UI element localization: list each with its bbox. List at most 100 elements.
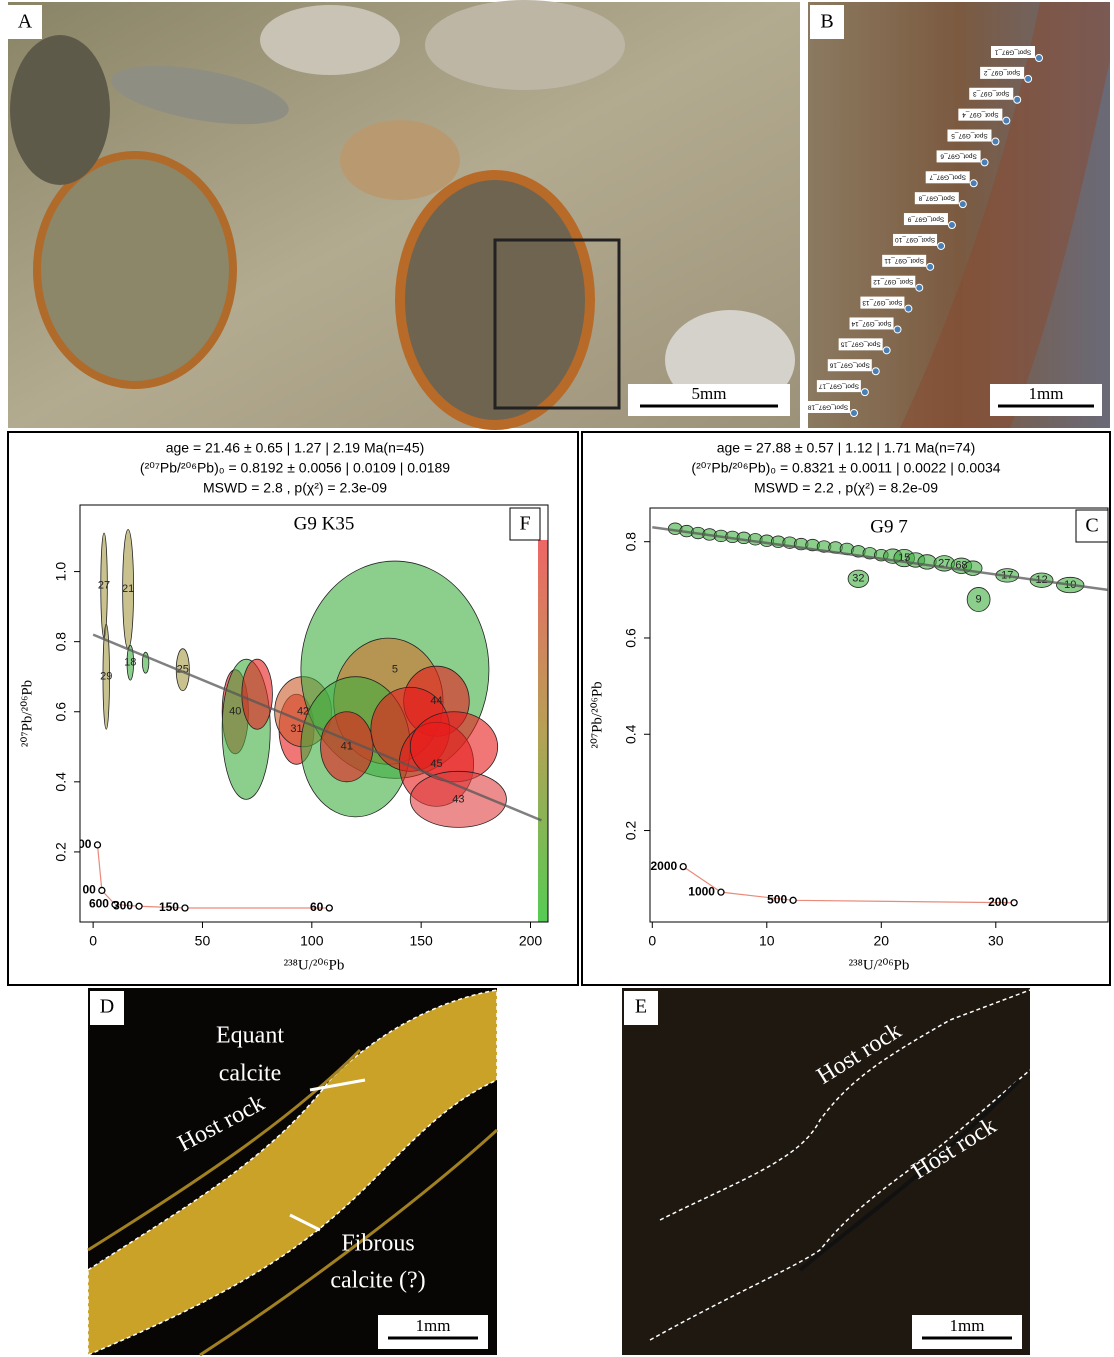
spot-box <box>980 66 1025 79</box>
photo-e <box>622 988 1031 1355</box>
chart-subtitle: (²⁰⁷Pb/²⁰⁶Pb)₀ = 0.8321 ± 0.0011 | 0.002… <box>691 460 1000 476</box>
chart-subtitle: age = 21.46 ± 0.65 | 1.27 | 2.19 Ma(n=45… <box>166 440 425 456</box>
spot-box <box>936 150 981 163</box>
y-tick-label: 0.8 <box>623 532 639 552</box>
scale-bar-label: 1mm <box>950 1316 985 1335</box>
photo-a <box>8 0 800 430</box>
spot-box <box>827 359 872 372</box>
spot-label: Spot_G97_11 <box>884 257 924 264</box>
spot-marker <box>958 200 967 209</box>
photo-b <box>808 2 1110 428</box>
concordia-age <box>717 888 725 896</box>
spot-marker <box>991 137 1000 146</box>
spot-label: Spot_G97_8 <box>918 194 955 201</box>
point-label: 32 <box>852 573 864 585</box>
x-tick-label: 30 <box>988 933 1004 949</box>
chart-title: G9 K35 <box>294 513 355 534</box>
spot-box <box>969 87 1014 100</box>
spot-marker <box>1013 95 1022 104</box>
spot-marker <box>980 158 989 167</box>
spot-marker <box>915 283 924 292</box>
concordia-age-label: 60 <box>310 900 324 914</box>
concordia-age <box>111 900 119 909</box>
x-tick-label: 0 <box>89 933 97 949</box>
regression-line <box>652 526 1108 592</box>
point-label: 43 <box>452 793 464 805</box>
spot-box <box>914 192 959 205</box>
concordia-age <box>98 886 106 895</box>
point-label: 27 <box>98 580 110 592</box>
spot-label: Spot_G97_6 <box>940 153 977 160</box>
panel-label: E <box>635 996 647 1018</box>
panel-label: F <box>519 513 530 535</box>
plot-frame <box>79 504 549 923</box>
concordia-age-label: 00 <box>78 837 92 851</box>
chart-subtitle: age = 27.88 ± 0.57 | 1.12 | 1.71 Ma(n=74… <box>717 440 976 456</box>
spot-marker <box>1002 116 1011 125</box>
panel-frame <box>7 431 579 986</box>
concordia-age <box>135 902 143 910</box>
spot-marker <box>926 262 935 271</box>
concordia-age-label: 150 <box>159 900 179 914</box>
point-label: 45 <box>430 758 442 770</box>
y-tick-label: 1.0 <box>53 562 69 582</box>
point-label: 41 <box>341 741 353 753</box>
error-ellipse <box>847 569 870 588</box>
spot-label: Spot_G97_7 <box>929 174 966 181</box>
annotation: calcite (?) <box>330 1268 425 1294</box>
point-label: 5 <box>392 664 398 676</box>
x-tick-label: 100 <box>300 933 324 949</box>
spot-marker <box>850 409 858 417</box>
spot-box <box>991 46 1035 58</box>
point-label: 18 <box>124 657 136 669</box>
spot-marker <box>969 179 978 188</box>
point-label: 9 <box>976 593 982 605</box>
x-tick-label: 0 <box>648 933 656 949</box>
concordia-age-label: 00 <box>83 883 97 897</box>
concordia-curve <box>96 844 330 909</box>
spot-marker <box>904 304 913 313</box>
scale-bar-label: 5mm <box>692 384 727 403</box>
spot-box <box>860 296 905 309</box>
spot-box <box>882 254 927 267</box>
error-ellipse <box>102 623 110 730</box>
spot-box <box>806 401 850 413</box>
y-tick-label: 0.6 <box>623 628 639 648</box>
spot-box <box>838 338 883 351</box>
spot-label: Spot_G97_9 <box>907 215 944 222</box>
concordia-age-label: 300 <box>113 898 133 912</box>
spot-label: Spot_G97_16 <box>829 362 870 369</box>
spot-box <box>958 108 1003 121</box>
spot-label: Spot_G97_12 <box>873 278 914 285</box>
spot-marker <box>893 325 902 334</box>
spot-label: Spot_G97_10 <box>895 236 936 243</box>
regression-line <box>92 633 542 822</box>
panel-label: C <box>1085 515 1098 537</box>
x-tick-label: 10 <box>759 933 775 949</box>
panel-label-box <box>1075 509 1109 543</box>
x-axis-label: ²³⁸U/²⁰⁶Pb <box>284 957 345 973</box>
spot-label: Spot_G97_14 <box>851 320 892 327</box>
spot-box <box>903 213 948 226</box>
panel-label: D <box>100 996 114 1018</box>
spot-label: Spot_G97_4 <box>962 111 999 118</box>
spot-marker <box>882 346 891 355</box>
panel-label: A <box>18 11 33 33</box>
x-tick-label: 20 <box>874 933 890 949</box>
point-label: 29 <box>100 671 112 683</box>
spot-box <box>871 275 916 288</box>
y-tick-label: 0.2 <box>53 842 69 862</box>
y-tick-label: 0.8 <box>53 632 69 652</box>
concordia-age-label: 500 <box>767 893 787 907</box>
concordia-age <box>93 841 102 849</box>
concordia-age-label: 600 <box>89 897 109 911</box>
spot-label: Spot_G97_2 <box>983 69 1020 76</box>
plot-frame <box>649 507 1109 923</box>
y-axis-label: ²⁰⁷Pb/²⁰⁶Pb <box>19 680 35 747</box>
spot-box <box>816 380 861 393</box>
spot-label: Spot_G97_13 <box>862 299 903 306</box>
panel-frame <box>581 431 1111 986</box>
error-ellipse <box>320 711 374 783</box>
